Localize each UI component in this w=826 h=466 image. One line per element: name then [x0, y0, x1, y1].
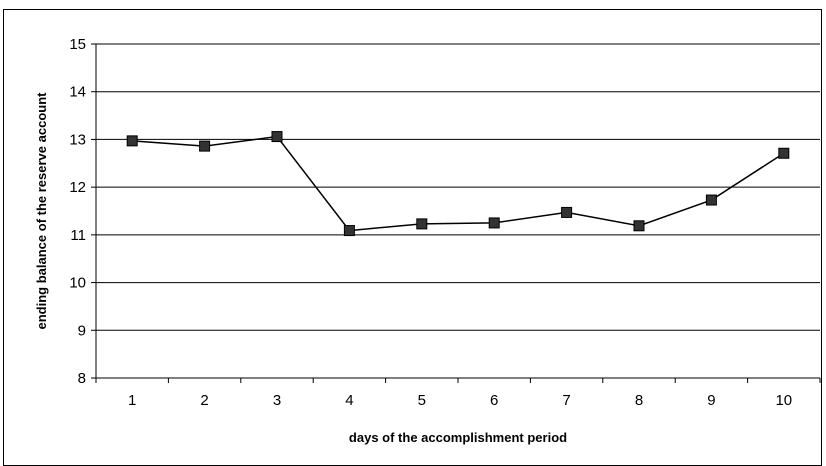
- chart-frame: [3, 9, 822, 466]
- y-tick-label-8: 8: [78, 370, 86, 387]
- axes: [91, 43, 821, 383]
- y-tick-label-13: 13: [69, 131, 86, 148]
- y-tick-label-12: 12: [69, 179, 86, 196]
- data-point-10: [778, 147, 790, 159]
- x-tick-label-10: 10: [775, 392, 792, 409]
- y-tick-label-9: 9: [78, 322, 86, 339]
- y-axis-title: ending balance of the reserve account: [34, 92, 49, 330]
- x-tick-label-8: 8: [635, 392, 643, 409]
- x-tick-labels: 1 2 3 4 5 6 7 8 9 10: [128, 392, 792, 409]
- y-tick-label-14: 14: [69, 84, 86, 101]
- data-point-5: [416, 218, 428, 230]
- data-point-4: [343, 225, 355, 237]
- series-line-0: [132, 135, 785, 232]
- x-axis-title: days of the accomplishment period: [349, 430, 567, 445]
- x-tick-label-9: 9: [707, 392, 715, 409]
- data-point-6: [488, 217, 500, 229]
- x-tick-label-3: 3: [273, 392, 281, 409]
- data-point-2: [199, 140, 211, 152]
- data-point-7: [561, 206, 573, 218]
- x-tick-label-2: 2: [200, 392, 208, 409]
- x-tick-label-4: 4: [345, 392, 353, 409]
- y-tick-label-11: 11: [70, 227, 86, 244]
- x-tick-label-7: 7: [562, 392, 570, 409]
- series: [126, 131, 790, 237]
- x-tick-label-6: 6: [490, 392, 498, 409]
- gridlines: [96, 43, 820, 331]
- data-point-8: [633, 220, 645, 232]
- data-point-9: [705, 194, 717, 206]
- y-tick-labels: 8 9 10 11 12 13 14 15: [69, 36, 86, 387]
- data-point-3: [271, 131, 283, 143]
- x-tick-label-5: 5: [418, 392, 426, 409]
- data-point-1: [126, 135, 138, 147]
- y-tick-label-15: 15: [69, 36, 86, 53]
- y-tick-label-10: 10: [69, 275, 86, 292]
- x-tick-label-1: 1: [128, 392, 136, 409]
